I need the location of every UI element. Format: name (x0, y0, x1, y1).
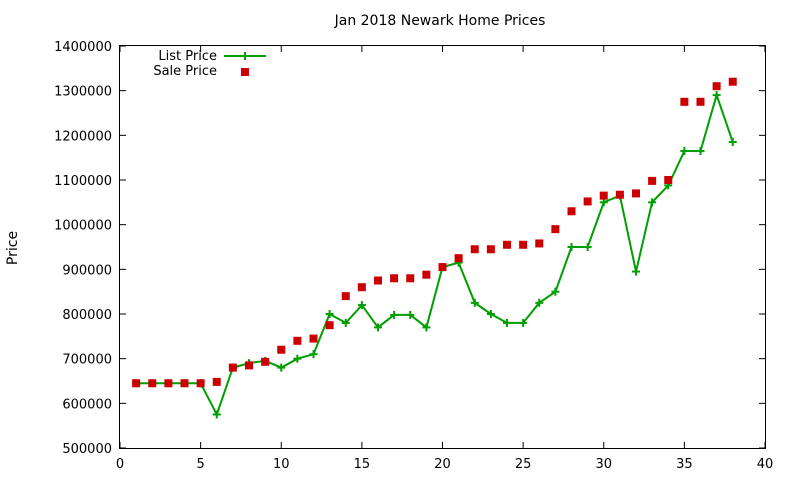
sale-price-point (293, 336, 302, 345)
sale-price-point (132, 379, 141, 388)
sale-price-point (325, 321, 334, 330)
sale-price-point (519, 240, 528, 249)
y-tick-label: 900000 (62, 263, 112, 278)
sale-price-point (277, 345, 286, 354)
sale-price-point (438, 263, 447, 272)
list-price-point (519, 318, 528, 327)
sale-price-point (245, 361, 253, 370)
chart-title: Jan 2018 Newark Home Prices (334, 13, 546, 29)
sale-price-point (180, 379, 189, 388)
list-price-point (648, 198, 657, 207)
list-price-point (277, 363, 286, 372)
x-tick-label: 40 (757, 457, 774, 472)
y-tick-label: 1200000 (54, 129, 112, 144)
sale-price-point (164, 379, 173, 388)
list-price-point (422, 323, 431, 332)
legend-label-list-price: List Price (158, 49, 217, 64)
list-price-point (567, 243, 576, 251)
legend-label-sale-price: Sale Price (153, 64, 217, 79)
sale-price-point (228, 363, 237, 372)
sale-price-point (212, 377, 221, 386)
sale-price-point (535, 239, 544, 248)
y-axis-label: Price (5, 231, 21, 265)
list-price-point (406, 310, 415, 319)
x-tick-label: 20 (434, 457, 451, 472)
list-price-point (680, 146, 689, 155)
sale-price-point (567, 207, 576, 216)
list-price-point (583, 243, 592, 251)
sale-price-point (454, 254, 463, 263)
list-price-point (309, 350, 318, 359)
list-price-point (599, 198, 608, 207)
list-price-point (390, 310, 399, 319)
sale-price-point (261, 357, 270, 366)
sale-price-point (664, 176, 673, 184)
sale-price-point (422, 270, 431, 279)
sale-price-point (599, 191, 608, 200)
sale-price-point (486, 245, 495, 254)
sale-price-point (357, 283, 366, 292)
sale-price-point (374, 276, 382, 285)
plot-frame (119, 45, 766, 449)
sale-price-point (341, 292, 350, 301)
y-tick-label: 1100000 (54, 174, 112, 189)
sale-price-point (648, 176, 657, 185)
axis-ticks (119, 45, 766, 449)
x-tick-label: 10 (273, 457, 290, 472)
series-layer (132, 77, 737, 419)
list-price-point (712, 91, 721, 100)
sale-price-point (551, 225, 560, 234)
list-price-point (535, 298, 544, 307)
list-price-point (325, 310, 334, 318)
list-price-point (696, 146, 705, 155)
y-tick-label: 1000000 (54, 219, 112, 234)
y-tick-label: 600000 (62, 397, 112, 412)
y-tick-label: 1400000 (54, 40, 112, 55)
sale-price-point (680, 97, 689, 106)
sale-price-point (728, 77, 737, 86)
legend-marker-list-price (241, 52, 249, 60)
x-tick-label: 30 (595, 457, 612, 472)
list-price-point (728, 138, 737, 147)
axis-tick-labels: 0 5 10 15 20 25 30 35 40 500000 600000 700000 800000… (54, 40, 773, 472)
y-tick-label: 700000 (62, 353, 112, 368)
sale-price-point (583, 197, 592, 206)
list-price-point (470, 298, 479, 307)
sale-price-point (390, 274, 399, 283)
x-tick-label: 5 (196, 457, 204, 472)
x-tick-label: 25 (515, 457, 532, 472)
list-price-line (136, 91, 734, 418)
list-price-point (212, 410, 221, 419)
sale-price-point (148, 379, 157, 388)
legend: List Price Sale Price (153, 49, 266, 79)
list-price-point (486, 310, 495, 318)
sale-price-point (406, 274, 415, 283)
legend-marker-sale-price (241, 68, 249, 76)
x-tick-label: 35 (676, 457, 693, 472)
sale-price-point (503, 240, 511, 249)
sale-price-point (470, 245, 479, 254)
x-tick-label: 0 (116, 457, 124, 472)
list-price-point (632, 267, 640, 276)
list-price-point (341, 318, 350, 327)
list-price-point (374, 323, 382, 332)
list-price-point (293, 354, 302, 363)
sale-price-point (196, 379, 205, 388)
sale-price-point (615, 190, 624, 199)
sale-price-point (309, 334, 318, 343)
sale-price-point (632, 189, 640, 198)
y-tick-label: 1300000 (54, 85, 112, 100)
list-price-point (503, 318, 511, 327)
y-tick-label: 800000 (62, 308, 112, 323)
list-price-point (551, 287, 560, 296)
sale-price-point (712, 82, 721, 91)
sale-price-point (696, 97, 705, 106)
x-tick-label: 15 (354, 457, 371, 472)
y-tick-label: 500000 (62, 442, 112, 457)
list-price-point (357, 301, 366, 310)
